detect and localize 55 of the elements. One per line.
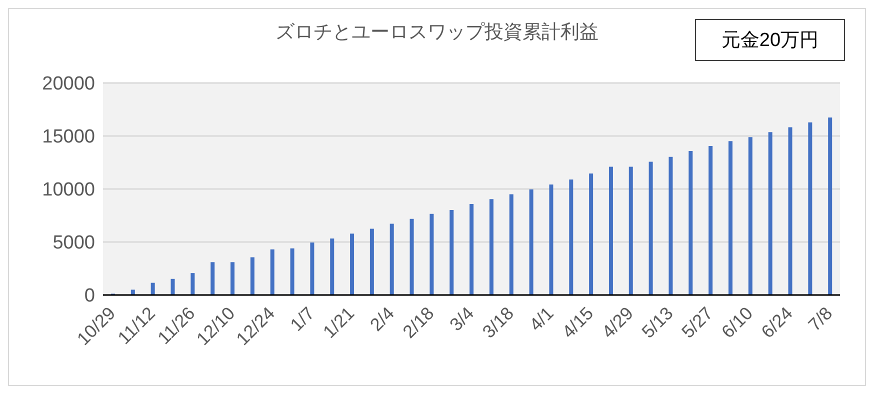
text: 元金20万円 xyxy=(695,19,845,61)
y-tick-label: 10000 xyxy=(42,180,95,201)
bar xyxy=(768,132,772,295)
x-tick-label: 3/4 xyxy=(446,303,478,335)
bar xyxy=(190,273,195,295)
bar xyxy=(728,141,732,295)
bar xyxy=(430,214,434,295)
y-tick-label: 20000 xyxy=(42,74,95,95)
bar xyxy=(569,179,574,295)
x-tick-label: 1/21 xyxy=(319,303,358,342)
bar xyxy=(290,248,294,295)
bar xyxy=(370,228,374,295)
bar xyxy=(648,162,653,295)
x-tick-label: 3/18 xyxy=(478,303,518,342)
y-tick-label: 0 xyxy=(84,286,95,307)
bar xyxy=(628,166,633,295)
bar xyxy=(549,184,554,295)
bar xyxy=(589,174,594,295)
bar xyxy=(390,224,394,295)
bar xyxy=(509,194,514,295)
bar xyxy=(250,257,254,295)
bar xyxy=(529,189,534,295)
bar xyxy=(350,234,354,295)
x-tick-label: 4/1 xyxy=(526,303,558,335)
x-tick-label: 2/4 xyxy=(366,303,398,335)
x-tick-label: 6/10 xyxy=(718,303,757,342)
bar xyxy=(748,137,752,295)
bar xyxy=(828,117,832,295)
bar xyxy=(808,122,812,295)
bar xyxy=(130,290,135,295)
chart-title: ズロチとユーロスワップ投資累計利益 xyxy=(276,22,598,43)
x-tick-label: 6/24 xyxy=(757,303,796,342)
x-tick-label: 7/8 xyxy=(804,303,836,335)
bar xyxy=(608,166,613,295)
bar xyxy=(708,146,713,295)
bar xyxy=(489,199,494,295)
x-tick-label: 5/13 xyxy=(638,303,677,342)
bar xyxy=(270,249,274,295)
bar xyxy=(310,242,314,295)
bar xyxy=(330,238,334,295)
x-tick-label: 4/29 xyxy=(598,303,638,342)
x-tick-label: 4/15 xyxy=(558,303,598,342)
bar xyxy=(470,204,474,295)
bar xyxy=(230,262,235,295)
bar xyxy=(450,210,454,295)
bar xyxy=(410,218,414,295)
bar xyxy=(150,282,155,295)
bar xyxy=(688,150,693,295)
y-tick-label: 5000 xyxy=(52,232,95,254)
bar xyxy=(210,262,215,295)
bar xyxy=(170,278,175,295)
y-tick-label: 15000 xyxy=(42,126,95,148)
bar xyxy=(668,156,673,295)
bar xyxy=(788,127,792,295)
x-tick-label: 1/7 xyxy=(286,303,318,335)
